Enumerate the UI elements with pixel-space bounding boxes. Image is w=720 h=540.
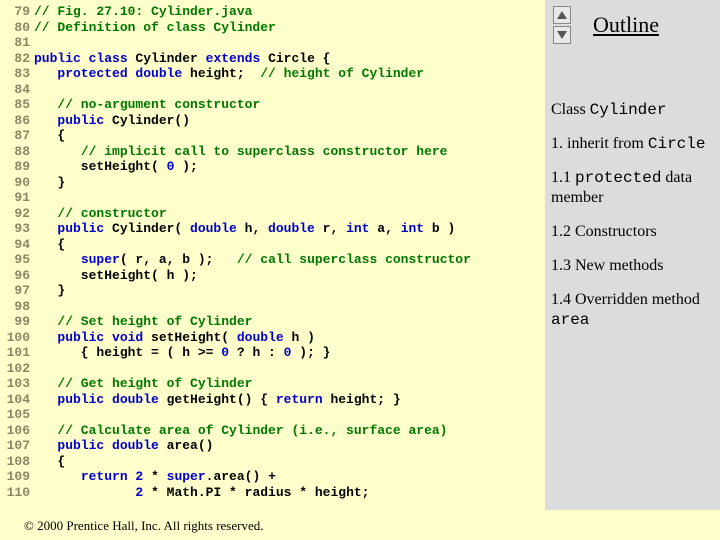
outline-item: Class Cylinder — [551, 100, 714, 120]
line-number: 95 — [6, 252, 34, 268]
line-number: 85 — [6, 97, 34, 113]
line-number: 83 — [6, 66, 34, 82]
line-content: return 2 * super.area() + — [34, 469, 276, 485]
line-number: 106 — [6, 423, 34, 439]
line-content: { height = ( h >= 0 ? h : 0 ); } — [34, 345, 330, 361]
line-content: // no-argument constructor — [34, 97, 260, 113]
line-content: // Set height of Cylinder — [34, 314, 252, 330]
line-content: // Fig. 27.10: Cylinder.java — [34, 4, 252, 20]
outline-item: 1.3 New methods — [551, 256, 714, 276]
line-number: 87 — [6, 128, 34, 144]
line-number: 84 — [6, 82, 34, 98]
arrow-down-icon — [557, 31, 567, 39]
arrow-up-icon — [557, 11, 567, 19]
line-number: 110 — [6, 485, 34, 501]
line-content: // Definition of class Cylinder — [34, 20, 276, 36]
line-number: 96 — [6, 268, 34, 284]
line-number: 103 — [6, 376, 34, 392]
outline-item: 1. inherit from Circle — [551, 134, 714, 154]
line-content: setHeight( 0 ); — [34, 159, 198, 175]
line-content: { — [34, 128, 65, 144]
outline-title: Outline — [593, 12, 659, 38]
line-number: 91 — [6, 190, 34, 206]
nav-down-button[interactable] — [553, 26, 571, 44]
line-content: // implicit call to superclass construct… — [34, 144, 447, 160]
line-content: super( r, a, b ); // call superclass con… — [34, 252, 471, 268]
line-number: 97 — [6, 283, 34, 299]
line-content: { — [34, 454, 65, 470]
line-content: // Calculate area of Cylinder (i.e., sur… — [34, 423, 447, 439]
line-number: 107 — [6, 438, 34, 454]
line-content: // constructor — [34, 206, 167, 222]
line-content: public double getHeight() { return heigh… — [34, 392, 401, 408]
line-content: public class Cylinder extends Circle { — [34, 51, 330, 67]
line-number: 89 — [6, 159, 34, 175]
line-content: } — [34, 283, 65, 299]
line-content: public Cylinder() — [34, 113, 190, 129]
outline-body: Class Cylinder 1. inherit from Circle 1.1 … — [551, 100, 714, 330]
line-number: 82 — [6, 51, 34, 67]
line-number: 80 — [6, 20, 34, 36]
line-number: 102 — [6, 361, 34, 377]
line-number: 86 — [6, 113, 34, 129]
line-number: 92 — [6, 206, 34, 222]
line-number: 81 — [6, 35, 34, 51]
line-content: } — [34, 175, 65, 191]
nav-up-button[interactable] — [553, 6, 571, 24]
line-number: 105 — [6, 407, 34, 423]
line-content: public Cylinder( double h, double r, int… — [34, 221, 455, 237]
line-content: public void setHeight( double h ) — [34, 330, 315, 346]
copyright-footer: © 2000 Prentice Hall, Inc. All rights re… — [24, 518, 263, 534]
line-content: // Get height of Cylinder — [34, 376, 252, 392]
line-content: protected double height; // height of Cy… — [34, 66, 424, 82]
outline-item: 1.1 protected data member — [551, 168, 714, 208]
line-number: 93 — [6, 221, 34, 237]
line-number: 109 — [6, 469, 34, 485]
line-number: 99 — [6, 314, 34, 330]
line-number: 90 — [6, 175, 34, 191]
outline-item: 1.4 Overridden method area — [551, 290, 714, 330]
line-number: 104 — [6, 392, 34, 408]
line-content: 2 * Math.PI * radius * height; — [34, 485, 369, 501]
line-content: public double area() — [34, 438, 213, 454]
line-number: 79 — [6, 4, 34, 20]
line-content: setHeight( h ); — [34, 268, 198, 284]
outline-sidebar: Outline Class Cylinder 1. inherit from Ci… — [545, 0, 720, 510]
line-number: 94 — [6, 237, 34, 253]
line-number: 101 — [6, 345, 34, 361]
line-number: 100 — [6, 330, 34, 346]
line-number: 98 — [6, 299, 34, 315]
line-number: 88 — [6, 144, 34, 160]
outline-item: 1.2 Constructors — [551, 222, 714, 242]
line-content: { — [34, 237, 65, 253]
line-number: 108 — [6, 454, 34, 470]
